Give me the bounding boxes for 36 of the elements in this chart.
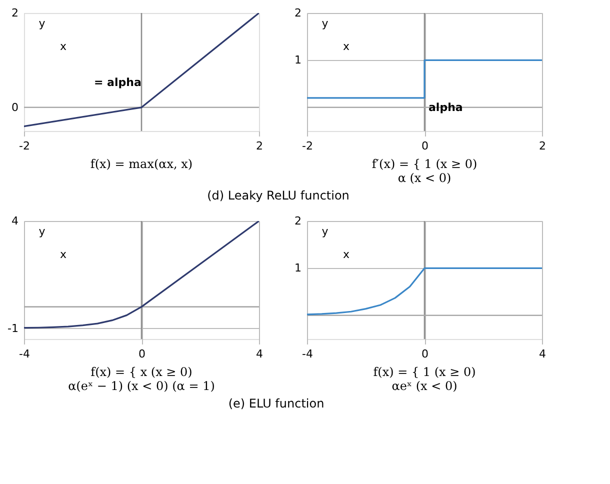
y-axis-title: y xyxy=(322,225,329,238)
text: (e) ELU function xyxy=(228,396,324,410)
line-series xyxy=(307,267,542,316)
y-tick-label: 1 xyxy=(294,262,302,275)
x-tick-label: -2 xyxy=(19,140,30,152)
text: (d) Leaky ReLU function xyxy=(207,188,350,202)
text: f′(x) = { 1 (x ≥ 0) α (x < 0) xyxy=(372,157,478,185)
x-tick-label: 4 xyxy=(539,348,546,360)
y-tick-label: 0 xyxy=(12,100,18,114)
x-tick-label: 0 xyxy=(138,348,146,360)
y-tick-label: 4 xyxy=(12,214,18,228)
y-axis-title: y xyxy=(322,17,329,30)
x-tick-label: 0 xyxy=(422,140,428,152)
y-tick-label: 1 xyxy=(294,54,302,67)
text: f(x) = { x (x ≥ 0) α(eˣ − 1) (x < 0) (α = 1) xyxy=(68,365,215,393)
annotation: alpha xyxy=(428,100,463,114)
x-tick-label: -4 xyxy=(19,348,30,360)
y-tick-label: 2 xyxy=(294,6,302,20)
x-tick-label: 0 xyxy=(422,348,428,360)
text: f(x) = max(αx, x) xyxy=(90,157,193,171)
x-tick-label: -4 xyxy=(302,348,313,360)
x-tick-label: 2 xyxy=(539,140,546,152)
y-tick-label: 2 xyxy=(12,6,18,20)
y-tick-label: 2 xyxy=(294,214,302,228)
x-axis-title: x xyxy=(343,248,350,261)
x-tick-label: 4 xyxy=(256,348,263,360)
x-tick-label: -2 xyxy=(302,140,313,152)
x-tick-label: 2 xyxy=(256,140,263,152)
y-tick-label: -1 xyxy=(8,322,18,335)
annotation: = alpha xyxy=(94,76,142,89)
x-axis-title: x xyxy=(60,248,67,261)
x-axis-title: x xyxy=(343,40,350,53)
y-axis-title: y xyxy=(38,225,46,238)
x-axis-title: x xyxy=(60,40,67,53)
y-axis-title: y xyxy=(38,17,46,30)
text: f(x) = { 1 (x ≥ 0) αeˣ (x < 0) xyxy=(373,365,476,393)
